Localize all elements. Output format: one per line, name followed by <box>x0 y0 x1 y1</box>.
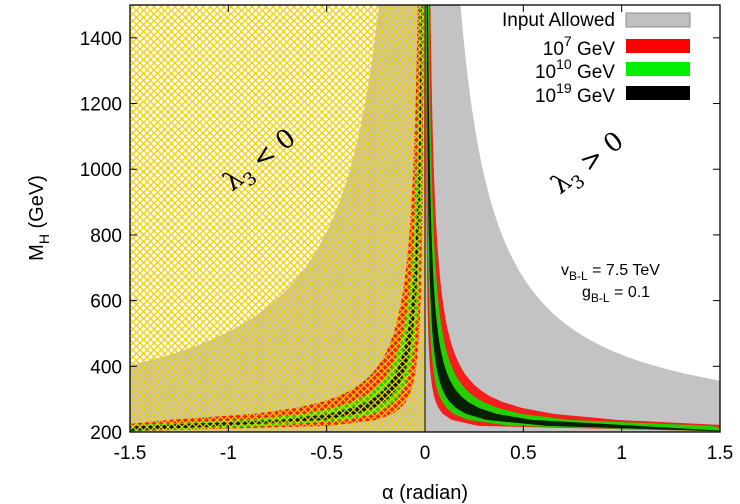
legend-label-input: Input Allowed <box>502 10 615 31</box>
param-vbl-main: v <box>561 262 569 279</box>
y-tick-label: 800 <box>90 226 122 247</box>
y-tick-label: 600 <box>90 292 122 313</box>
legend-swatch-input <box>625 12 691 28</box>
y-tick-label: 1400 <box>80 29 122 50</box>
axes-group: -1.5 -1 -0.5 0 0.5 1 1.5 200 400 600 800 1000 1200 14… <box>80 5 733 464</box>
legend-label-e10: 1010 GeV <box>535 56 615 83</box>
x-tick-label: 1 <box>616 443 627 464</box>
y-axis-label-sub: H <box>36 234 52 244</box>
band-e10-right <box>426 5 720 432</box>
legend-e19-tail: GeV <box>572 86 616 107</box>
legend: Input Allowed 107 GeV 1010 GeV 1019 GeV <box>502 10 691 107</box>
y-tick-label: 1000 <box>80 160 122 181</box>
y-tick-label: 400 <box>90 357 122 378</box>
x-tick-label: -1 <box>220 443 237 464</box>
region-label-right: λ3 > 0 <box>546 126 633 205</box>
legend-swatch-e19 <box>626 86 690 100</box>
legend-e19-sup: 19 <box>556 80 572 96</box>
legend-e7-sup: 7 <box>564 33 572 49</box>
legend-swatch-e10 <box>626 62 690 76</box>
y-tick-label: 1200 <box>80 95 122 116</box>
y-axis-label-unit: (GeV) <box>26 175 48 234</box>
x-tick-label: 1.5 <box>707 443 733 464</box>
param-gbl-sub: B-L <box>591 291 610 305</box>
plot-area <box>130 5 720 432</box>
y-axis-label-main: M <box>26 244 48 261</box>
y-axis-label: MH (GeV) <box>26 175 52 261</box>
param-gbl-val: = 0.1 <box>610 284 651 301</box>
hatched-region <box>130 5 425 432</box>
x-axis-label: α (radian) <box>382 482 468 504</box>
legend-label-e19: 1019 GeV <box>535 80 615 107</box>
legend-e7-tail: GeV <box>572 39 616 60</box>
param-vbl-val: = 7.5 TeV <box>588 262 661 279</box>
legend-e19-base: 10 <box>535 86 556 107</box>
legend-e10-sup: 10 <box>556 56 572 72</box>
legend-e10-tail: GeV <box>572 62 616 83</box>
legend-label-e7: 107 GeV <box>543 33 616 60</box>
x-tick-label: -1.5 <box>114 443 147 464</box>
legend-swatch-e7 <box>626 39 690 53</box>
legend-e7-base: 10 <box>543 39 564 60</box>
y-tick-label: 200 <box>90 423 122 444</box>
param-vbl-sub: B-L <box>569 269 588 283</box>
x-tick-label: 0.5 <box>510 443 536 464</box>
x-tick-label: -0.5 <box>310 443 343 464</box>
param-gbl: gB-L = 0.1 <box>582 284 650 305</box>
param-gbl-main: g <box>582 284 591 301</box>
x-tick-label: 0 <box>420 443 431 464</box>
legend-e10-base: 10 <box>535 62 556 83</box>
param-vbl: vB-L = 7.5 TeV <box>561 262 660 283</box>
band-input-right <box>425 5 720 432</box>
